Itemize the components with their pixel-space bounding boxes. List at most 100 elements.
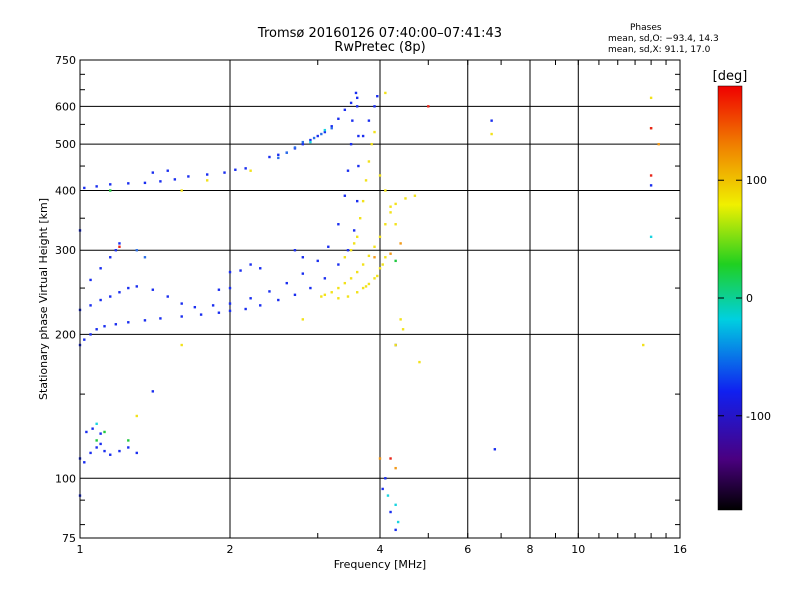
data-point — [143, 256, 147, 259]
data-point — [118, 245, 121, 248]
data-point — [135, 414, 138, 418]
data-point — [91, 427, 94, 430]
data-point — [330, 291, 333, 294]
data-point — [309, 138, 312, 142]
data-point — [401, 328, 405, 331]
data-point — [367, 282, 371, 286]
data-point — [159, 317, 162, 320]
data-points — [78, 91, 660, 532]
data-point — [234, 168, 237, 171]
data-point — [173, 178, 177, 181]
data-point — [394, 528, 397, 532]
data-point — [493, 448, 497, 451]
data-point — [99, 267, 102, 270]
data-point — [649, 184, 653, 187]
data-point — [323, 130, 327, 134]
data-point — [381, 487, 384, 491]
data-point — [352, 242, 356, 245]
data-point — [490, 119, 493, 122]
data-point — [355, 291, 359, 294]
data-point — [355, 96, 359, 100]
colorbar-ticks: 100 0 -100 — [718, 174, 771, 423]
data-point — [394, 503, 397, 507]
colorbar-label: [deg] — [713, 69, 748, 84]
data-point — [399, 242, 402, 245]
data-point — [378, 267, 382, 270]
data-point — [357, 134, 360, 138]
x-tick-label: 1 — [77, 543, 84, 556]
data-point — [351, 119, 354, 122]
data-point — [361, 263, 365, 266]
data-point — [228, 270, 232, 274]
x-tick-label: 16 — [673, 543, 687, 556]
data-point — [337, 117, 340, 121]
data-point — [323, 293, 327, 297]
data-point — [327, 245, 330, 248]
data-point — [376, 94, 379, 98]
data-point — [349, 249, 353, 252]
data-point — [389, 457, 392, 460]
data-point — [228, 302, 232, 305]
data-point — [337, 263, 340, 266]
plot-frame — [79, 59, 681, 539]
data-point — [99, 442, 102, 446]
data-point — [355, 105, 359, 108]
data-point — [364, 179, 368, 182]
data-point — [277, 298, 280, 302]
data-point — [127, 439, 130, 442]
data-point — [399, 318, 402, 321]
data-point — [316, 134, 319, 138]
data-point — [301, 142, 305, 146]
data-point — [180, 189, 183, 192]
data-point — [361, 286, 365, 290]
y-tick-label: 300 — [55, 244, 76, 257]
data-point — [337, 223, 340, 226]
data-point — [396, 520, 400, 524]
data-point — [389, 252, 392, 255]
data-point — [649, 126, 653, 130]
data-point — [346, 249, 350, 252]
data-point — [180, 315, 183, 318]
data-point — [367, 119, 371, 122]
data-point — [378, 457, 382, 460]
data-point — [309, 286, 312, 290]
colorbar-tick-label: 100 — [746, 174, 767, 187]
data-point — [367, 254, 371, 258]
y-tick-label: 500 — [55, 138, 76, 151]
data-point — [118, 291, 121, 294]
data-point — [373, 105, 376, 108]
data-point — [95, 422, 98, 426]
data-point — [99, 432, 102, 435]
data-point — [89, 451, 92, 455]
data-point — [205, 173, 209, 176]
data-point — [143, 319, 147, 322]
data-point — [320, 295, 323, 298]
data-point — [285, 151, 288, 154]
data-point — [373, 277, 376, 280]
data-point — [323, 128, 327, 132]
data-point — [346, 169, 350, 172]
y-tick-label: 750 — [55, 54, 76, 67]
data-point — [293, 249, 297, 252]
data-point — [293, 146, 297, 149]
data-point — [343, 194, 347, 197]
data-point — [293, 293, 297, 297]
y-tick-label: 75 — [62, 532, 76, 545]
chart-title: Tromsø 20160126 07:40:00–07:41:43 — [257, 26, 503, 41]
data-point — [95, 185, 98, 188]
data-point — [394, 466, 397, 470]
data-point — [386, 494, 390, 497]
data-point — [109, 453, 112, 456]
data-point — [337, 297, 340, 300]
data-point — [323, 277, 327, 280]
x-axis-label: Frequency [MHz] — [334, 558, 426, 571]
data-point — [355, 235, 359, 239]
data-point — [378, 174, 382, 177]
data-point — [228, 309, 232, 313]
data-point — [223, 171, 226, 174]
data-point — [361, 134, 365, 138]
data-point — [373, 256, 376, 259]
chart-subtitle: RwPretec (8p) — [334, 40, 426, 55]
x-tick-label: 10 — [571, 543, 585, 556]
